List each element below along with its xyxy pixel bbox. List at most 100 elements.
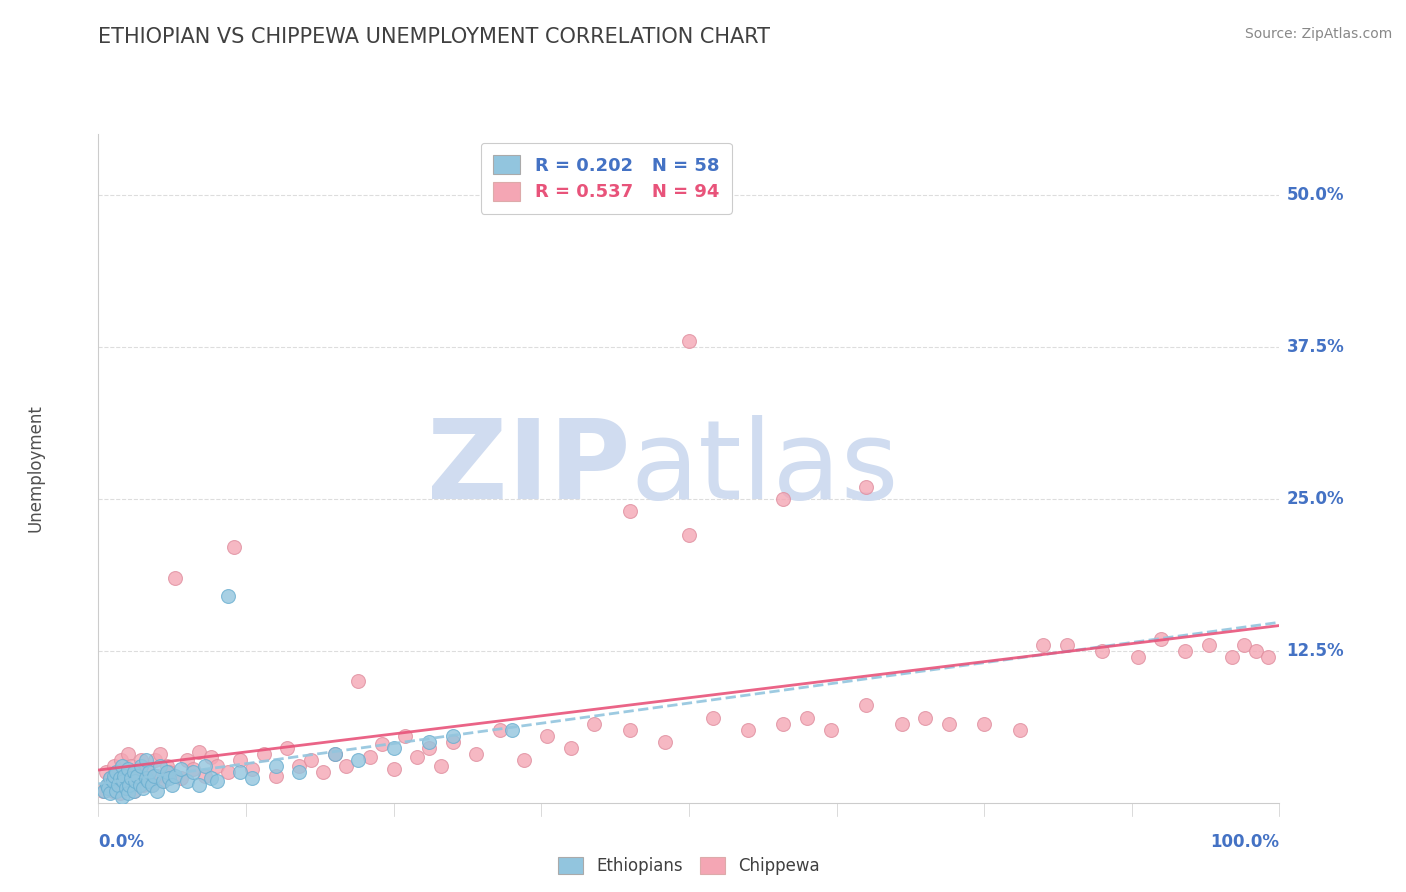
Point — [170, 772, 193, 786]
Point — [136, 772, 159, 786]
Point — [229, 753, 252, 767]
Point — [1056, 638, 1078, 652]
Point — [160, 778, 183, 792]
Point — [165, 571, 187, 585]
Point — [101, 783, 124, 797]
Point — [430, 759, 453, 773]
Point — [122, 783, 145, 797]
Point — [112, 773, 135, 788]
Point — [224, 541, 246, 555]
Point — [855, 698, 877, 713]
Point — [890, 716, 912, 731]
Point — [323, 747, 346, 761]
Point — [110, 753, 132, 767]
Point — [418, 735, 440, 749]
Point — [1126, 649, 1149, 664]
Point — [772, 491, 794, 506]
Point — [122, 765, 145, 780]
Point — [98, 772, 121, 786]
Point — [141, 778, 163, 792]
Point — [138, 765, 160, 780]
Point — [1174, 644, 1197, 658]
Point — [103, 759, 125, 773]
Text: 12.5%: 12.5% — [1286, 641, 1344, 660]
Point — [187, 778, 209, 792]
Point — [205, 759, 228, 773]
Point — [1032, 638, 1054, 652]
Point — [359, 749, 381, 764]
Point — [128, 778, 150, 792]
Point — [122, 783, 145, 797]
Point — [97, 781, 120, 796]
Point — [973, 716, 995, 731]
Point — [394, 729, 416, 743]
Point — [105, 773, 128, 788]
Text: 25.0%: 25.0% — [1286, 490, 1344, 508]
Point — [156, 759, 179, 773]
Point — [335, 759, 357, 773]
Point — [217, 765, 239, 780]
Point — [103, 769, 125, 783]
Point — [276, 741, 298, 756]
Point — [264, 759, 287, 773]
Text: 0.0%: 0.0% — [98, 833, 145, 851]
Point — [1008, 723, 1031, 737]
Point — [108, 786, 131, 800]
Point — [323, 747, 346, 761]
Point — [382, 741, 405, 756]
Point — [1244, 644, 1267, 658]
Point — [146, 769, 169, 783]
Point — [702, 711, 724, 725]
Point — [347, 674, 370, 689]
Point — [105, 783, 128, 797]
Text: 37.5%: 37.5% — [1286, 338, 1344, 356]
Point — [512, 753, 534, 767]
Point — [181, 762, 204, 776]
Point — [288, 759, 311, 773]
Point — [112, 769, 135, 783]
Point — [117, 747, 139, 761]
Point — [1198, 638, 1220, 652]
Point — [288, 765, 311, 780]
Point — [118, 778, 141, 792]
Point — [142, 769, 165, 783]
Point — [112, 769, 135, 783]
Text: Unemployment: Unemployment — [27, 404, 44, 533]
Point — [165, 769, 187, 783]
Point — [125, 765, 148, 780]
Point — [678, 334, 700, 348]
Point — [105, 765, 128, 780]
Point — [820, 723, 842, 737]
Point — [121, 772, 143, 786]
Point — [117, 786, 139, 800]
Point — [583, 716, 606, 731]
Point — [678, 528, 700, 542]
Point — [619, 723, 641, 737]
Point — [560, 741, 582, 756]
Point — [135, 762, 157, 776]
Point — [264, 769, 287, 783]
Point — [129, 753, 152, 767]
Point — [382, 762, 405, 776]
Text: 100.0%: 100.0% — [1211, 833, 1279, 851]
Point — [176, 773, 198, 788]
Point — [217, 589, 239, 603]
Point — [170, 762, 193, 776]
Point — [149, 759, 172, 773]
Point — [136, 773, 159, 788]
Point — [200, 749, 222, 764]
Point — [465, 747, 488, 761]
Point — [135, 753, 157, 767]
Point — [156, 765, 179, 780]
Point — [240, 772, 263, 786]
Point — [312, 765, 335, 780]
Point — [97, 778, 120, 792]
Text: atlas: atlas — [630, 415, 898, 522]
Point — [152, 773, 174, 788]
Point — [121, 759, 143, 773]
Point — [371, 738, 394, 752]
Point — [135, 772, 157, 786]
Point — [501, 723, 523, 737]
Point — [157, 765, 180, 780]
Point — [1257, 649, 1279, 664]
